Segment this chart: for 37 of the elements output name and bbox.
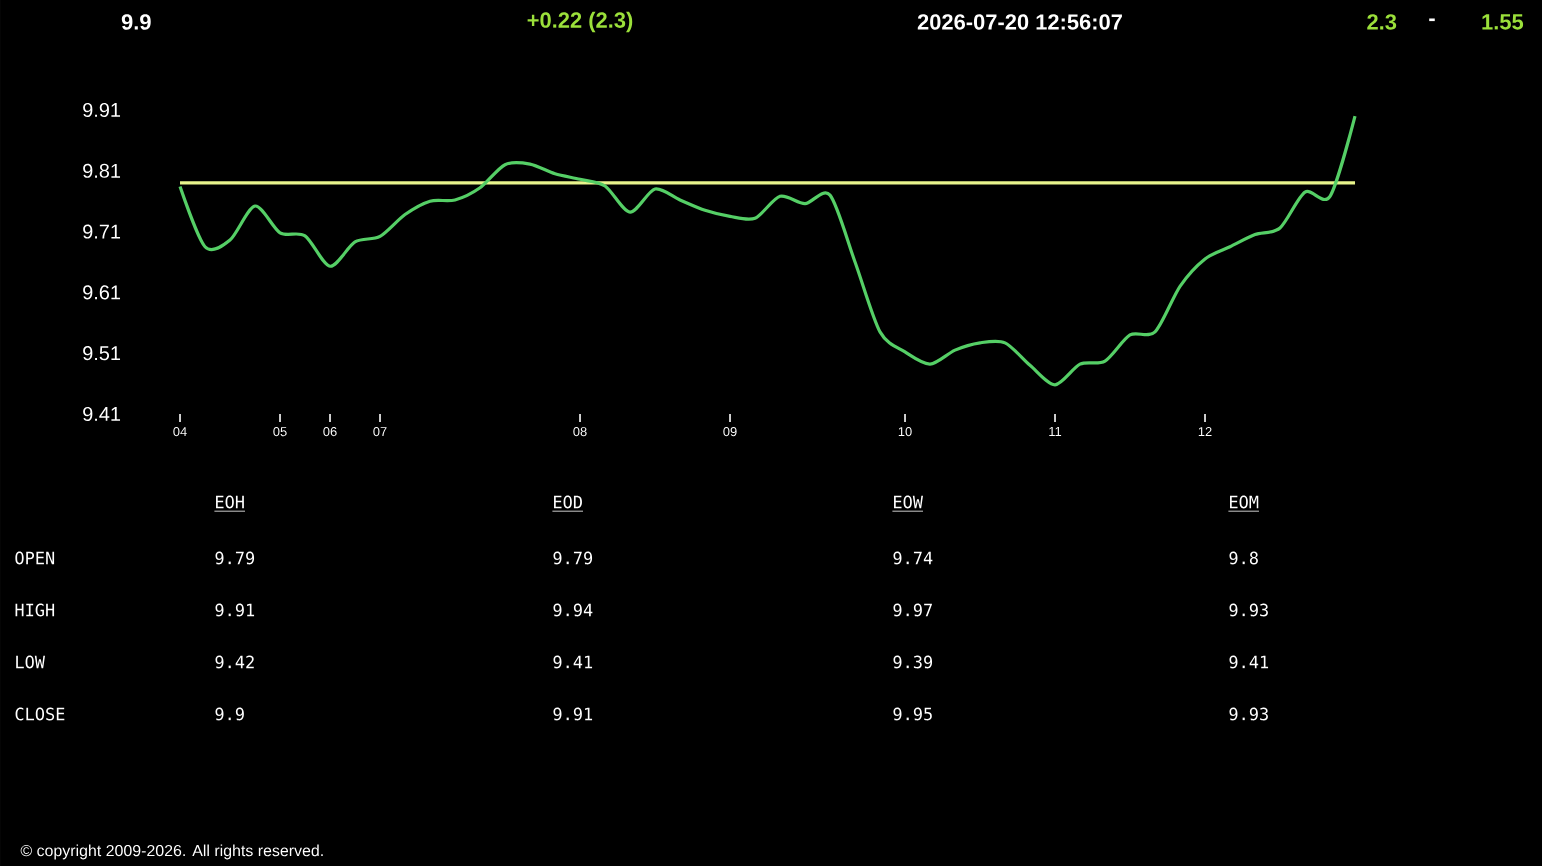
text: 2026-07-20 12:56:07 (917, 14, 1122, 30)
text: 9.39 (893, 655, 933, 669)
text: EOM (1230, 495, 1259, 509)
text: OPEN (15, 551, 55, 565)
text: 9.79 (215, 551, 255, 565)
text: 9.93 (1229, 603, 1268, 617)
text: HIGH (15, 603, 55, 617)
chart-title: 9.9 (121, 14, 151, 30)
y-tick-label: 9.61 (83, 285, 121, 300)
text: 9.93 (1229, 707, 1268, 721)
text: 9.8 (1229, 551, 1258, 565)
y-tick-label: 9.71 (83, 224, 121, 239)
text: 9.79 (553, 551, 593, 565)
text: 9.41 (1229, 655, 1269, 669)
text: 9.94 (553, 603, 593, 617)
text: 9.9 (215, 707, 244, 721)
text: 9.41 (553, 655, 593, 669)
text: 9.91 (215, 603, 255, 617)
text: 9.42 (215, 655, 254, 669)
text: 2.3 (1367, 14, 1397, 30)
text: EOD (554, 495, 582, 509)
y-tick-label: 9.91 (83, 102, 121, 118)
y-tick-label: 9.41 (83, 406, 121, 422)
text: +0.22 (2.3) (527, 11, 633, 33)
text: 9.95 (893, 707, 932, 721)
text: 9.91 (553, 707, 593, 721)
text: EOH (216, 495, 244, 509)
text: CLOSE (15, 707, 65, 721)
y-tick-label: 9.51 (83, 346, 121, 361)
text: EOW (894, 495, 923, 509)
text: - (1429, 18, 1435, 22)
text: 9.74 (893, 551, 933, 565)
text: LOW (16, 655, 45, 669)
y-tick-label: 9.81 (83, 163, 121, 178)
text: 9.97 (893, 603, 932, 617)
line-series (178, 114, 1357, 387)
text: 1.55 (1482, 14, 1524, 30)
